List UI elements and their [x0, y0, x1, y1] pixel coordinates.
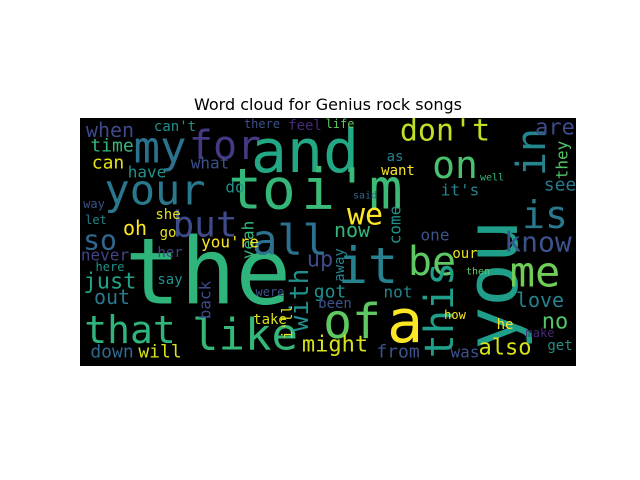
word: are — [535, 116, 575, 141]
word: don't — [400, 114, 490, 149]
word: from — [376, 342, 419, 363]
word: want — [381, 163, 415, 179]
word: how — [444, 308, 466, 322]
word: the — [125, 219, 291, 326]
word: see — [544, 175, 577, 196]
word: when — [86, 118, 134, 142]
word: get — [547, 338, 572, 354]
word: our — [452, 246, 477, 262]
word: also — [479, 336, 532, 361]
word: away — [332, 248, 348, 282]
word: my — [134, 123, 187, 174]
word: here — [96, 260, 125, 274]
word: as — [387, 149, 404, 165]
word: love — [516, 288, 564, 312]
word: not — [384, 283, 413, 302]
chart-title: Word cloud for Genius rock songs — [194, 95, 462, 114]
word: take — [253, 312, 287, 328]
word: might — [302, 333, 368, 358]
word: let — [85, 213, 107, 227]
word: your — [104, 166, 205, 215]
word: will — [138, 342, 181, 363]
word: come — [386, 206, 405, 245]
word: were — [256, 285, 285, 299]
word: go — [160, 225, 177, 241]
word: no — [542, 310, 569, 335]
word: can't — [154, 119, 196, 135]
word: i'm — [301, 158, 402, 223]
word: of — [323, 294, 381, 350]
word: is — [522, 193, 568, 237]
word: what — [191, 154, 230, 173]
word: this — [417, 262, 463, 358]
word: in — [509, 128, 555, 176]
word: got — [314, 282, 347, 303]
word: say — [157, 272, 182, 288]
word: feel — [288, 118, 322, 134]
word: have — [128, 163, 167, 182]
word: on — [432, 143, 478, 187]
word: with — [285, 269, 315, 332]
word: been — [318, 296, 352, 312]
word: we — [347, 198, 383, 233]
word: me — [510, 248, 561, 297]
word: it — [338, 237, 398, 295]
word: all — [252, 216, 328, 265]
cloud-background — [80, 118, 576, 366]
word: oh — [123, 216, 147, 240]
word: up — [307, 248, 334, 273]
word: can — [92, 153, 125, 174]
word: that — [84, 308, 176, 352]
word: know — [504, 226, 572, 259]
word: way — [83, 197, 105, 211]
word: i'll — [280, 305, 296, 339]
word: be — [408, 239, 456, 285]
word: down — [90, 342, 133, 363]
word: out — [94, 285, 130, 309]
word: there — [244, 117, 280, 131]
word: to — [228, 158, 295, 223]
word: it's — [441, 181, 480, 200]
word: then — [466, 267, 490, 278]
word: yeah — [239, 221, 258, 260]
word: never — [81, 246, 130, 265]
word: they — [553, 140, 572, 179]
word: life — [326, 117, 355, 131]
word: her — [157, 245, 182, 261]
word: back — [196, 280, 215, 319]
word: well — [480, 173, 504, 184]
word: but — [172, 205, 237, 246]
word: a — [387, 287, 423, 357]
word: make — [526, 326, 555, 340]
word: just — [84, 270, 137, 295]
word: like — [192, 310, 298, 361]
word: said — [353, 191, 377, 202]
word: was — [451, 343, 480, 362]
word: for — [189, 123, 261, 169]
word: she — [155, 207, 180, 223]
word: so — [83, 224, 117, 257]
word: you — [450, 220, 534, 350]
word: one — [421, 226, 450, 245]
word: he — [497, 317, 514, 333]
word: time — [90, 136, 133, 157]
word: you're — [201, 233, 259, 252]
word: and — [251, 117, 359, 187]
word: do — [225, 178, 244, 197]
word: now — [334, 218, 371, 242]
